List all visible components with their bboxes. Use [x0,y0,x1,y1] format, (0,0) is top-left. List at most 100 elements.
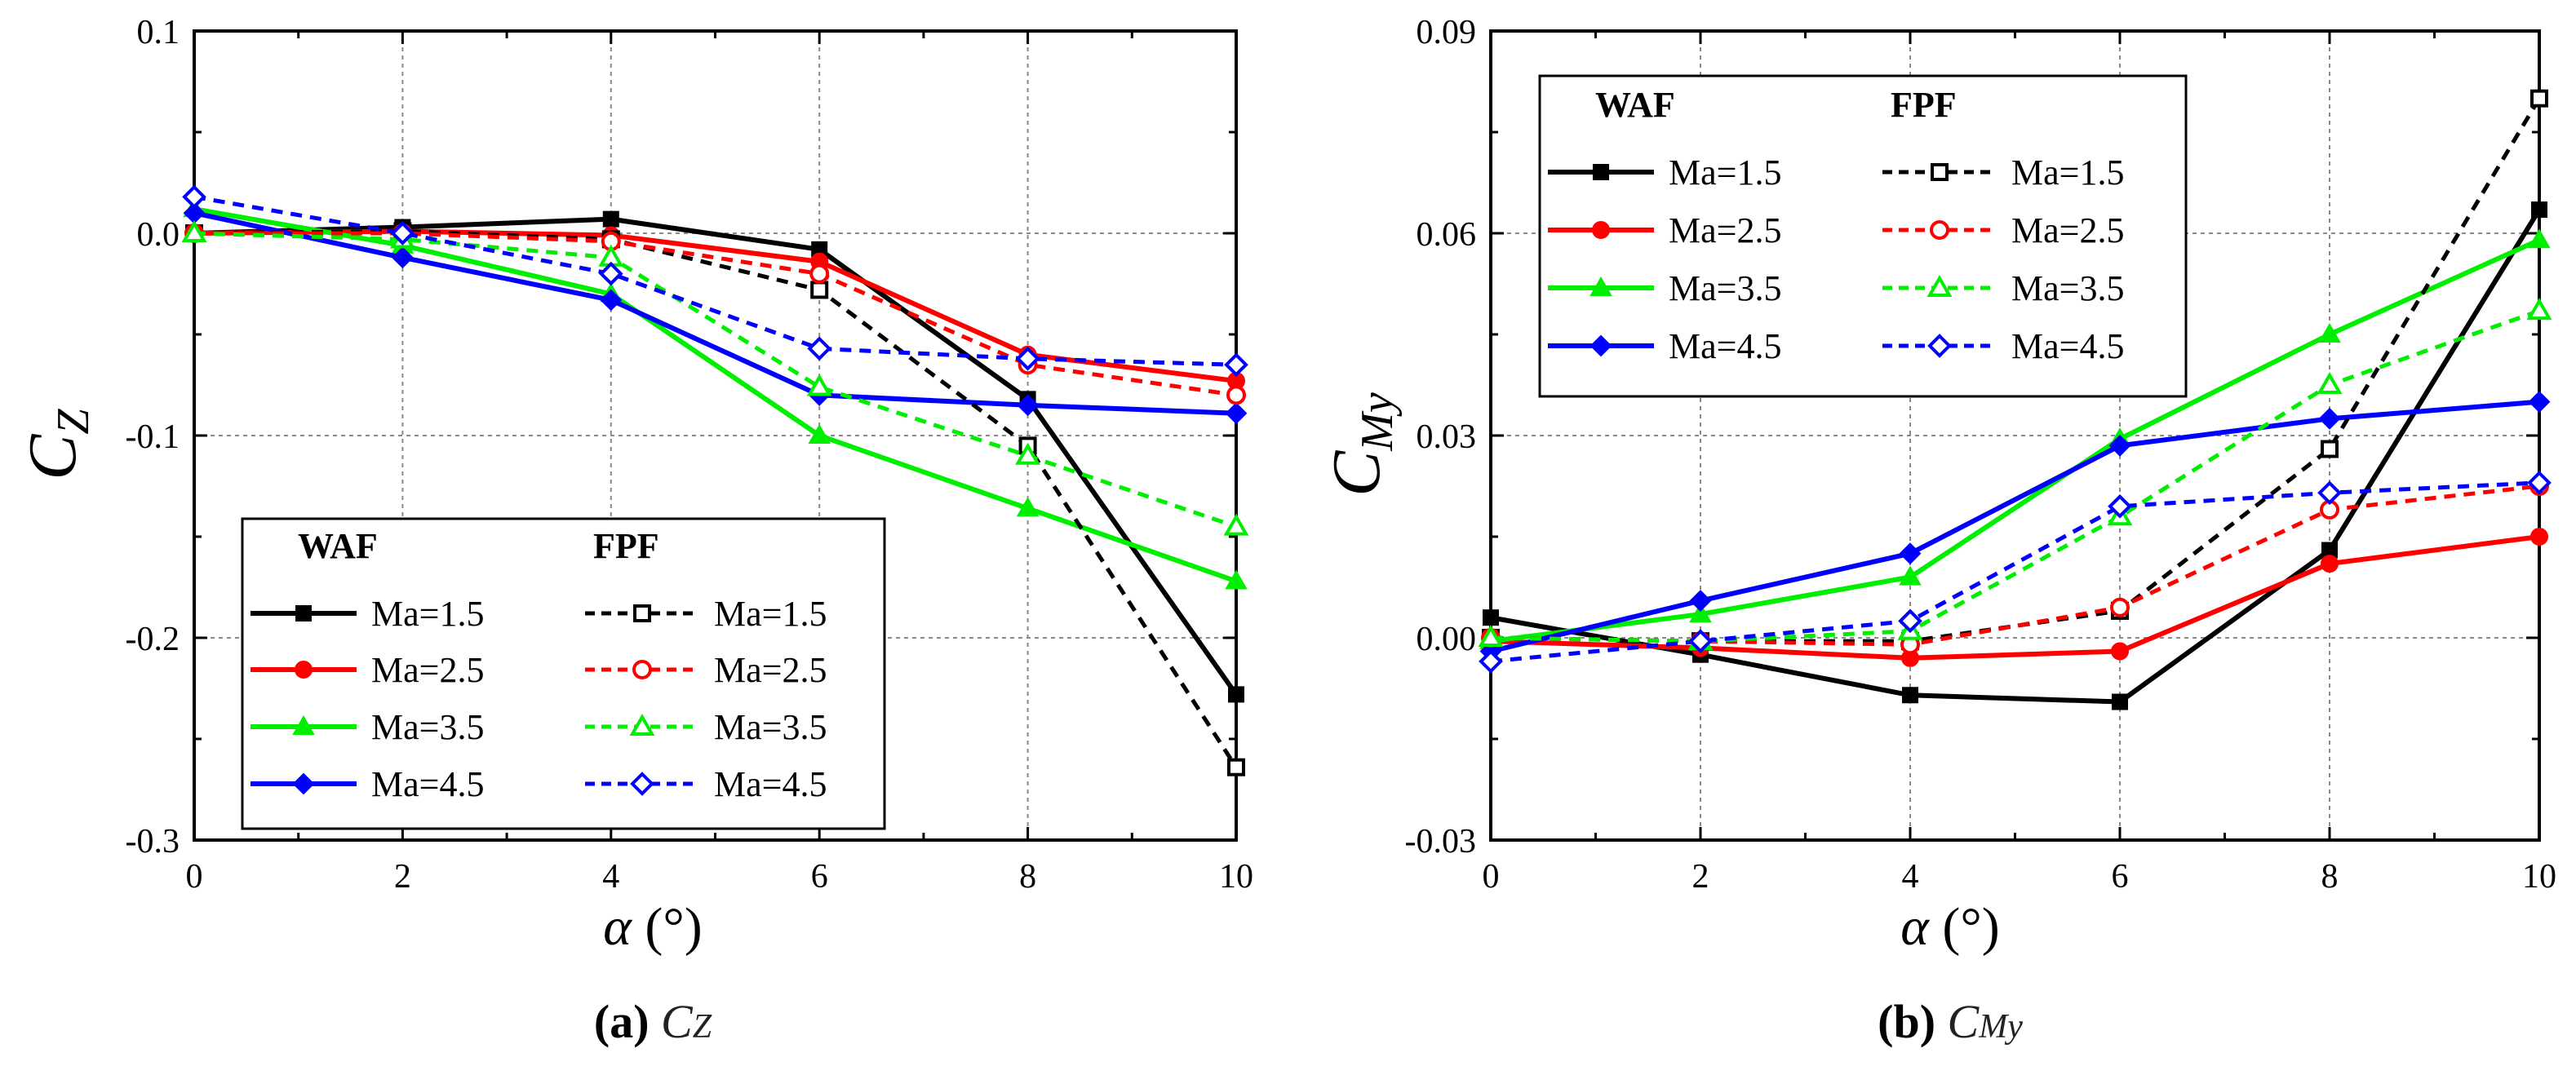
cmy-series-fpf-ma-4-5 [1479,471,2552,674]
cz-data-point [1016,497,1040,517]
cz-legend-entry-waf-ma-2-5: Ma=2.5 [251,650,484,690]
cmy-data-point [2318,322,2341,343]
cz-legend-marker [632,660,652,679]
cz-data-point [806,374,832,396]
cmy-data-point [1902,687,1918,704]
cmy-legend-box [1538,74,2188,398]
cmy-legend-marker [1930,220,1949,240]
cmy-legend-label: Ma=1.5 [1669,153,1781,192]
cz-data-point [1228,686,1244,703]
cz-data-point [598,261,623,286]
cmy-legend-marker [1589,334,1612,357]
cmy-y-tick-label: 0.09 [1417,14,1477,51]
cz-data-point [1015,346,1040,371]
cmy-legend-label: Ma=3.5 [1669,268,1781,308]
cz-x-tick-label: 10 [1219,858,1253,896]
cz-legend-label: Ma=1.5 [714,594,827,634]
cz-legend: WAF FPF Ma=1.5 Ma=2.5 Ma=3.5 Ma=4.5 Ma=1.5 Ma=2… [241,517,886,830]
cz-data-point [809,263,830,284]
cmy-data-point [2531,201,2547,219]
cmy-x-tick-label: 0 [1483,858,1500,896]
cmy-series-waf-ma-2-5 [1482,528,2548,667]
cmy-axis-ticks: 0 2 4 6 8 10 -0.03 0.00 0.03 0.06 0.09 [1405,14,2557,896]
cmy-x-tick-label: 8 [2321,858,2339,896]
cz-data-point [1225,569,1248,590]
cmy-legend-label: Ma=3.5 [2011,268,2124,308]
cmy-legend-label: Ma=4.5 [2011,326,2124,366]
cz-legend-entry-fpf-ma-4-5: Ma=4.5 [585,764,827,804]
cmy-data-point [1479,649,1503,674]
cmy-legend-label: Ma=4.5 [1669,326,1781,366]
cmy-series-line [1490,480,2540,664]
cz-x-tick-label: 8 [1019,858,1036,896]
cz-legend-marker [633,604,651,622]
cmy-legend-entry-fpf-ma-1-5: Ma=1.5 [1882,153,2124,192]
cz-series-line [193,206,1237,584]
cmy-data-point [2112,693,2128,710]
cmy-data-point [1899,565,1922,586]
cz-legend-entry-waf-ma-4-5: Ma=4.5 [251,764,484,804]
cz-data-point [181,219,207,242]
cz-legend-label: Ma=3.5 [714,707,827,747]
cmy-legend-label: Ma=1.5 [2011,153,2124,192]
cz-x-tick-label: 4 [602,858,619,896]
cmy-data-point [2528,391,2551,414]
cz-series-line [194,231,1237,397]
cz-legend-marker [629,713,655,736]
cz-x-tick-label: 0 [186,858,203,896]
cz-legend-box [241,517,886,830]
cmy-legend-entry-fpf-ma-3-5: Ma=3.5 [1882,268,2124,308]
cz-data-point [1017,394,1040,417]
cmy-data-point [2526,298,2552,321]
cmy-legend-entry-fpf-ma-4-5: Ma=4.5 [1882,326,2124,366]
cmy-legend-entry-waf-ma-1-5: Ma=1.5 [1548,153,1781,192]
cz-series-line [193,231,1237,529]
cmy-x-tick-label: 10 [2522,858,2556,896]
cz-series-line [193,210,1237,416]
cmy-chart-panel: CMy α (°) (b) CMy 0 2 4 6 8 10 -0.03 0.00 0.03 0.… [1319,14,2556,1048]
cmy-data-point [2110,597,2130,617]
cmy-data-point [2108,434,2131,457]
cz-x-tick-label: 2 [394,858,411,896]
cz-legend-label: Ma=2.5 [371,650,484,690]
cmy-series-waf-ma-4-5 [1479,391,2551,662]
cmy-series-line [1490,308,2540,644]
cz-series-fpf-ma-3-5 [181,219,1249,536]
cmy-x-tick-label: 4 [1902,858,1919,896]
cz-legend-entry-fpf-ma-1-5: Ma=1.5 [585,594,827,634]
cmy-legend-marker [1593,164,1609,180]
cz-y-tick-label: -0.2 [126,621,180,658]
cmy-series-line [1490,97,2542,644]
cmy-legend-entry-fpf-ma-2-5: Ma=2.5 [1882,210,2124,250]
cmy-data-point [1899,542,1922,565]
cz-legend-label: Ma=4.5 [714,764,827,804]
cmy-data-point [1688,629,1713,653]
cz-data-point [808,423,831,444]
cz-x-tick-label: 6 [811,858,828,896]
cz-data-point [390,221,415,245]
cmy-legend-marker [1927,334,1952,358]
cmy-legend-entry-waf-ma-2-5: Ma=2.5 [1548,210,1781,250]
cz-y-tick-label: -0.1 [126,418,180,456]
cmy-data-point [1898,608,1922,634]
cmy-data-point [2317,371,2343,394]
cz-legend-entry-fpf-ma-3-5: Ma=3.5 [585,707,827,747]
cmy-data-point [2318,407,2341,430]
cmy-y-tick-label: 0.00 [1417,621,1477,658]
cmy-data-point [2317,480,2342,506]
cz-legend-marker [292,772,315,795]
cmy-data-point [2321,440,2339,458]
cmy-legend-header-waf: WAF [1595,85,1675,125]
cz-legend-entry-fpf-ma-2-5: Ma=2.5 [585,650,827,690]
cmy-y-tick-label: 0.06 [1417,216,1477,254]
cmy-legend-label: Ma=2.5 [1669,210,1781,250]
cmy-legend-marker [1926,274,1953,297]
cmy-caption: (b) CMy [1878,995,2023,1048]
cmy-legend-marker [1931,163,1949,181]
cz-legend-marker [295,661,313,679]
cmy-x-tick-label: 2 [1692,858,1709,896]
cz-data-point [182,184,206,210]
cz-series-fpf-ma-4-5 [182,184,1248,378]
cz-legend-marker [630,772,654,796]
cz-data-point [807,336,832,361]
